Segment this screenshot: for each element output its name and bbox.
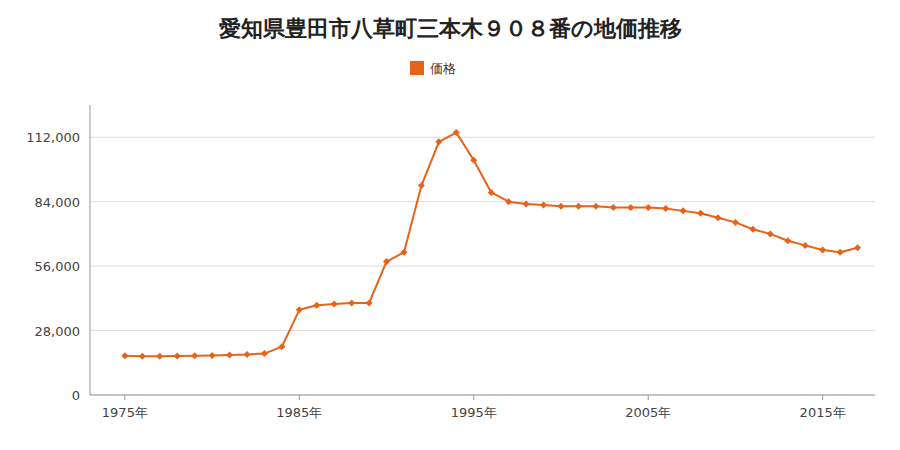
marker <box>697 210 704 217</box>
y-tick-label: 0 <box>72 388 80 403</box>
marker <box>505 198 512 205</box>
x-axis-line <box>90 395 875 396</box>
x-tick-label: 1975年 <box>102 405 148 420</box>
marker <box>767 230 774 237</box>
marker <box>313 302 320 309</box>
marker <box>226 351 233 358</box>
y-tick-label: 112,000 <box>26 130 80 145</box>
marker <box>592 203 599 210</box>
marker <box>627 204 634 211</box>
marker <box>366 299 373 306</box>
marker <box>854 244 861 251</box>
x-tick-label: 2015年 <box>800 405 846 420</box>
marker <box>278 343 285 350</box>
x-tick <box>299 395 300 400</box>
grid-line <box>90 266 875 267</box>
legend: 価格 <box>410 61 456 76</box>
marker <box>523 200 530 207</box>
marker <box>645 204 652 211</box>
grid-line <box>90 201 875 202</box>
marker <box>209 352 216 359</box>
marker <box>139 353 146 360</box>
x-tick-label: 1985年 <box>276 405 322 420</box>
y-axis-line <box>90 105 91 395</box>
marker <box>121 352 128 359</box>
marker <box>418 182 425 189</box>
marker <box>662 205 669 212</box>
x-tick <box>124 395 125 400</box>
legend-label: 価格 <box>430 61 456 76</box>
marker <box>261 350 268 357</box>
marker <box>401 249 408 256</box>
marker <box>453 129 460 136</box>
marker <box>732 219 739 226</box>
grid-line <box>90 395 875 396</box>
marker <box>488 189 495 196</box>
marker <box>296 306 303 313</box>
marker <box>819 247 826 254</box>
marker <box>348 299 355 306</box>
marker <box>715 214 722 221</box>
y-tick-label: 28,000 <box>35 324 81 339</box>
marker <box>470 157 477 164</box>
legend-swatch <box>410 61 424 75</box>
marker <box>837 249 844 256</box>
x-tick-label: 1995年 <box>451 405 497 420</box>
marker <box>610 204 617 211</box>
marker <box>156 353 163 360</box>
line <box>125 133 858 357</box>
x-tick <box>473 395 474 400</box>
chart: 愛知県豊田市八草町三本木９０８番の地価推移 0 28,000 56,000 84,000… <box>0 0 900 450</box>
marker <box>802 242 809 249</box>
x-tick <box>648 395 649 400</box>
marker <box>680 207 687 214</box>
background <box>0 0 900 450</box>
x-tick <box>822 395 823 400</box>
marker <box>191 352 198 359</box>
x-tick-label: 2005年 <box>625 405 671 420</box>
marker <box>331 301 338 308</box>
grid-line <box>90 137 875 138</box>
marker <box>244 351 251 358</box>
marker <box>383 258 390 265</box>
marker <box>784 237 791 244</box>
marker <box>174 353 181 360</box>
marker <box>749 226 756 233</box>
marker <box>558 203 565 210</box>
axes: 0 28,000 56,000 84,000 112,000 1975年 1985年 1995… <box>26 105 875 420</box>
grid-line <box>90 330 875 331</box>
title: 愛知県豊田市八草町三本木９０８番の地価推移 <box>219 16 682 41</box>
marker <box>540 202 547 209</box>
y-tick-label: 56,000 <box>35 259 81 274</box>
marker <box>435 138 442 145</box>
marks <box>121 129 861 360</box>
marker <box>575 203 582 210</box>
y-tick-label: 84,000 <box>35 195 81 210</box>
